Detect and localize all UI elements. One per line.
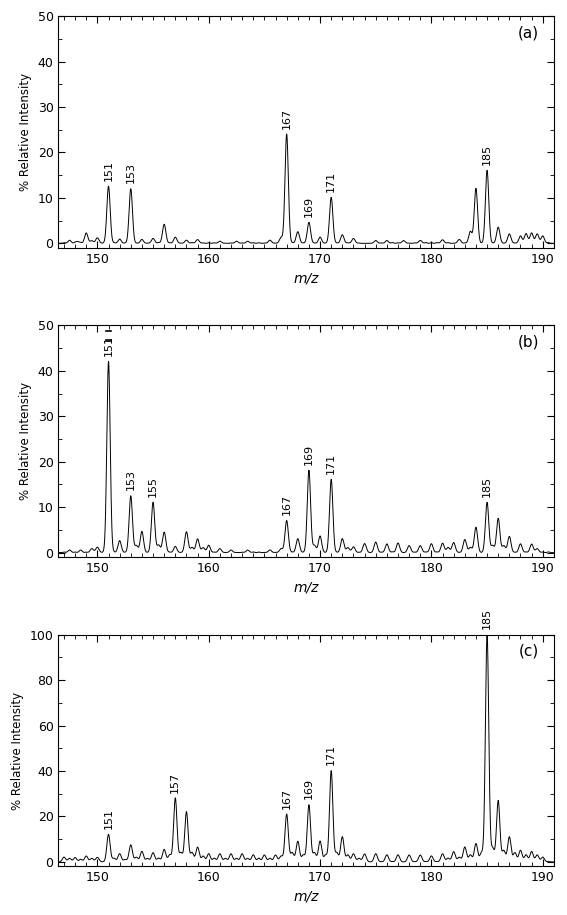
Text: 167: 167	[282, 788, 291, 809]
Text: (c): (c)	[519, 644, 539, 659]
Text: 169: 169	[304, 444, 314, 465]
Text: 155: 155	[148, 476, 158, 497]
Text: 171: 171	[326, 453, 336, 474]
Text: 169: 169	[304, 779, 314, 800]
Text: 169: 169	[304, 196, 314, 217]
Text: 185: 185	[482, 476, 492, 497]
X-axis label: m/z: m/z	[294, 272, 319, 285]
Text: 153: 153	[126, 162, 136, 183]
Text: 157: 157	[170, 771, 180, 792]
Text: 151: 151	[104, 160, 113, 181]
Text: 151: 151	[104, 335, 113, 356]
X-axis label: m/z: m/z	[294, 890, 319, 904]
Y-axis label: % Relative Intensity: % Relative Intensity	[11, 692, 24, 810]
Y-axis label: % Relative Intensity: % Relative Intensity	[19, 382, 32, 501]
Text: (a): (a)	[518, 26, 539, 40]
Text: 151: 151	[104, 808, 113, 829]
Text: 171: 171	[326, 171, 336, 192]
X-axis label: m/z: m/z	[294, 581, 319, 595]
Text: 167: 167	[282, 107, 291, 129]
Text: 185: 185	[482, 144, 492, 165]
Text: 185: 185	[482, 608, 492, 629]
Y-axis label: % Relative Intensity: % Relative Intensity	[19, 73, 32, 191]
Text: 153: 153	[126, 469, 136, 490]
Text: (b): (b)	[518, 335, 539, 350]
Text: 171: 171	[326, 744, 336, 765]
Text: 167: 167	[282, 494, 291, 515]
